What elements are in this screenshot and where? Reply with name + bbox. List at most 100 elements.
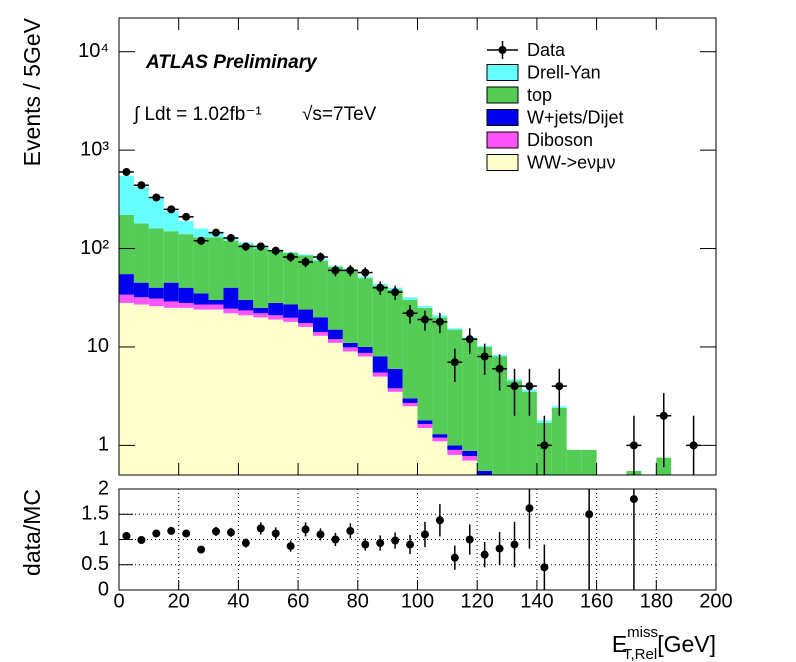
stack-segment: [417, 306, 433, 308]
legend-label: Diboson: [527, 130, 593, 150]
ratio-point: [480, 550, 489, 559]
y-axis-title: Events / 5GeV: [19, 17, 45, 166]
stack-segment: [163, 231, 179, 283]
stack-segment: [507, 381, 522, 475]
stack-segment: [298, 309, 314, 324]
stack-segment: [477, 470, 493, 475]
data-point: [555, 382, 564, 391]
stack-segment: [387, 388, 403, 392]
ratio-point: [137, 536, 146, 545]
data-point: [271, 246, 280, 255]
stack-segment: [342, 342, 358, 348]
stack-segment: [163, 307, 179, 475]
stack-segment: [372, 372, 388, 377]
stack-segment: [208, 299, 224, 305]
ratio-point: [585, 510, 594, 519]
stack-segment: [193, 293, 209, 305]
stack-segment: [581, 449, 597, 475]
stack-segment: [372, 356, 388, 373]
stack-segment: [462, 339, 478, 451]
stack-segment: [447, 449, 463, 455]
stack-segment: [119, 294, 134, 303]
stack-segment: [163, 282, 179, 302]
x-tick-label: 180: [640, 590, 673, 612]
data-point: [256, 242, 265, 251]
ratio-point: [212, 527, 221, 536]
ratio-point: [465, 535, 474, 544]
ratio-point: [361, 540, 370, 549]
ratio-point: [271, 529, 280, 538]
x-title-base: E: [612, 631, 627, 657]
stack-segment: [253, 317, 269, 475]
stack-segment: [268, 315, 284, 320]
stack-segment: [148, 197, 164, 229]
stack-segment: [223, 287, 239, 309]
data-point: [167, 205, 176, 214]
legend-label: W+jets/Dijet: [527, 107, 624, 127]
stack-segment: [357, 352, 373, 357]
y-tick-label: 10²: [80, 237, 109, 259]
stack-segment: [313, 260, 328, 318]
stack-segment: [327, 339, 343, 343]
ratio-point: [286, 542, 295, 551]
stack-segment: [432, 434, 448, 438]
stack-segment: [178, 221, 194, 235]
data-point: [480, 352, 489, 361]
ratio-point: [122, 531, 131, 540]
stack-segment: [148, 298, 164, 307]
stack-segment: [372, 285, 388, 357]
stack-segment: [372, 376, 388, 475]
x-tick-label: 120: [461, 590, 494, 612]
stack-segment: [387, 289, 403, 369]
x-tick-label: 60: [287, 590, 309, 612]
legend-swatch: [486, 131, 519, 149]
stack-segment: [551, 407, 567, 475]
stack-segment: [402, 402, 418, 407]
data-point: [197, 236, 206, 245]
stack-segment: [208, 309, 224, 475]
y-tick-label: 0.5: [81, 553, 109, 575]
stack-segment: [238, 310, 254, 316]
y-tick-label: 0: [98, 578, 109, 600]
ratio-point: [346, 526, 355, 535]
data-point: [540, 441, 549, 450]
ratio-point: [316, 530, 325, 539]
energy: √s=7TeV: [302, 104, 377, 125]
stack-segment: [133, 223, 149, 283]
stack-segment: [119, 302, 134, 475]
x-title-unit: [GeV]: [657, 631, 716, 657]
stack-segment: [492, 356, 508, 475]
stack-segment: [238, 315, 254, 475]
legend-data-marker: [498, 46, 507, 54]
data-point: [346, 266, 355, 275]
stack-segment: [119, 214, 134, 275]
stack-segment: [178, 287, 194, 303]
data-point: [301, 257, 310, 266]
ratio-point: [495, 544, 504, 553]
y-tick-label: 10³: [80, 138, 109, 160]
stack-segment: [432, 317, 448, 435]
data-point: [316, 253, 325, 262]
stack-segment: [133, 282, 149, 298]
legend-label: WW->eνμν: [527, 152, 616, 172]
y-tick-label: 1: [98, 528, 109, 550]
y-tick-label: 10: [87, 335, 109, 357]
stack-segment: [283, 253, 299, 305]
data-point: [420, 315, 429, 324]
legend-swatch: [486, 154, 519, 171]
stack-segment: [223, 308, 239, 314]
stack-segment: [223, 240, 239, 288]
data-point: [391, 288, 400, 297]
stack-segment: [268, 319, 284, 475]
stack-segment: [133, 304, 149, 475]
stack-segment: [387, 391, 403, 475]
ratio-point: [241, 539, 250, 548]
stack-segment: [193, 228, 209, 238]
stack-segment: [402, 297, 418, 300]
stack-segment: [432, 441, 448, 475]
data-point: [495, 364, 504, 373]
ratio-point: [391, 536, 400, 545]
stack-segment: [178, 302, 194, 308]
data-point: [376, 283, 385, 292]
x-tick-label: 0: [113, 590, 124, 612]
